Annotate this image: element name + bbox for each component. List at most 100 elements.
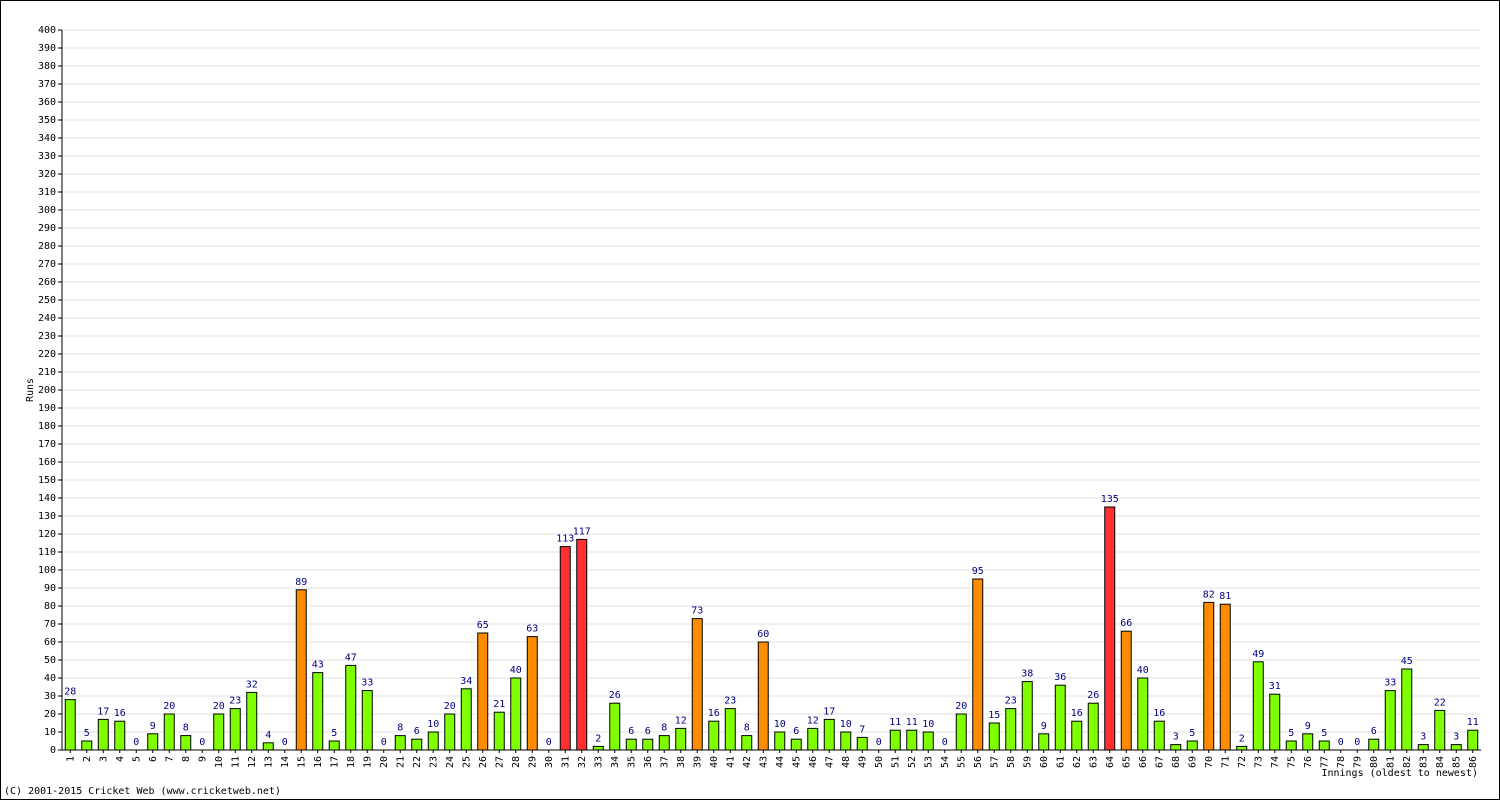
x-tick-label: 5 bbox=[131, 756, 142, 762]
x-tick-label: 41 bbox=[725, 756, 736, 768]
x-tick-label: 60 bbox=[1039, 756, 1050, 768]
y-tick-label: 10 bbox=[44, 727, 56, 738]
bar bbox=[724, 708, 736, 751]
x-tick-label: 77 bbox=[1319, 756, 1330, 768]
bar bbox=[906, 729, 918, 751]
bar bbox=[64, 699, 76, 751]
value-label: 20 bbox=[444, 701, 456, 712]
bar bbox=[1137, 677, 1149, 751]
value-label: 3 bbox=[1173, 732, 1179, 743]
value-label: 12 bbox=[807, 715, 819, 726]
y-tick-label: 280 bbox=[38, 241, 56, 252]
bar bbox=[295, 589, 307, 751]
x-tick-label: 25 bbox=[461, 756, 472, 768]
value-label: 10 bbox=[774, 719, 786, 730]
y-tick-label: 70 bbox=[44, 619, 56, 630]
y-tick-label: 40 bbox=[44, 673, 56, 684]
y-tick-label: 120 bbox=[38, 529, 56, 540]
x-tick-label: 20 bbox=[379, 756, 390, 768]
bar bbox=[526, 636, 538, 751]
value-label: 10 bbox=[922, 719, 934, 730]
bar bbox=[1269, 693, 1281, 751]
x-tick-label: 35 bbox=[626, 756, 637, 768]
value-label: 20 bbox=[955, 701, 967, 712]
bar bbox=[708, 720, 720, 751]
bar bbox=[1252, 661, 1264, 751]
value-label: 11 bbox=[889, 717, 901, 728]
y-tick-label: 400 bbox=[38, 25, 56, 36]
y-tick-label: 100 bbox=[38, 565, 56, 576]
x-tick-label: 54 bbox=[940, 756, 951, 768]
bar bbox=[411, 738, 423, 751]
bar bbox=[823, 718, 835, 751]
bar bbox=[180, 735, 192, 751]
x-tick-label: 8 bbox=[181, 756, 192, 762]
x-tick-label: 11 bbox=[230, 756, 241, 768]
bar bbox=[97, 718, 109, 751]
x-tick-label: 76 bbox=[1303, 756, 1314, 768]
value-label: 113 bbox=[556, 534, 574, 545]
value-label: 6 bbox=[645, 726, 651, 737]
value-label: 5 bbox=[1189, 728, 1195, 739]
y-tick-label: 90 bbox=[44, 583, 56, 594]
x-tick-label: 14 bbox=[280, 756, 291, 768]
bar bbox=[642, 738, 654, 751]
value-label: 32 bbox=[246, 679, 258, 690]
value-label: 95 bbox=[972, 566, 984, 577]
bar bbox=[1368, 738, 1380, 751]
y-tick-label: 190 bbox=[38, 403, 56, 414]
value-label: 6 bbox=[414, 726, 420, 737]
x-tick-label: 80 bbox=[1369, 756, 1380, 768]
value-label: 8 bbox=[744, 723, 750, 734]
x-tick-label: 85 bbox=[1451, 756, 1462, 768]
bar bbox=[1417, 744, 1429, 751]
y-tick-label: 390 bbox=[38, 43, 56, 54]
x-tick-label: 22 bbox=[412, 756, 423, 768]
x-tick-label: 43 bbox=[758, 756, 769, 768]
bar bbox=[1021, 681, 1033, 751]
value-label: 23 bbox=[724, 696, 736, 707]
value-label: 34 bbox=[460, 676, 472, 687]
bar bbox=[955, 713, 967, 751]
x-axis-title: Innings (oldest to newest) bbox=[1321, 768, 1478, 779]
x-tick-label: 72 bbox=[1237, 756, 1248, 768]
bar bbox=[1071, 720, 1083, 751]
bar bbox=[922, 731, 934, 751]
x-tick-label: 56 bbox=[973, 756, 984, 768]
value-label: 22 bbox=[1434, 697, 1446, 708]
bar bbox=[1038, 733, 1050, 751]
value-label: 3 bbox=[1453, 732, 1459, 743]
x-tick-label: 44 bbox=[775, 756, 786, 768]
value-label: 16 bbox=[114, 708, 126, 719]
value-label: 82 bbox=[1203, 589, 1215, 600]
bar bbox=[774, 731, 786, 751]
bar bbox=[427, 731, 439, 751]
x-tick-label: 31 bbox=[560, 756, 571, 768]
value-label: 26 bbox=[609, 690, 621, 701]
x-tick-label: 13 bbox=[263, 756, 274, 768]
x-tick-label: 34 bbox=[610, 756, 621, 768]
x-tick-label: 28 bbox=[511, 756, 522, 768]
value-label: 60 bbox=[757, 629, 769, 640]
value-label: 9 bbox=[150, 721, 156, 732]
bar bbox=[658, 735, 670, 751]
y-tick-label: 210 bbox=[38, 367, 56, 378]
value-label: 28 bbox=[64, 687, 76, 698]
bar bbox=[1170, 744, 1182, 751]
bar bbox=[625, 738, 637, 751]
bar bbox=[114, 720, 126, 751]
bar bbox=[1203, 601, 1215, 751]
value-label: 17 bbox=[97, 706, 109, 717]
bar bbox=[460, 688, 472, 751]
bar bbox=[1318, 740, 1330, 751]
x-tick-label: 67 bbox=[1154, 756, 1165, 768]
value-label: 0 bbox=[282, 737, 288, 748]
x-tick-label: 69 bbox=[1187, 756, 1198, 768]
value-label: 6 bbox=[628, 726, 634, 737]
x-tick-label: 1 bbox=[65, 756, 76, 762]
bar bbox=[988, 722, 1000, 751]
x-tick-label: 58 bbox=[1006, 756, 1017, 768]
bar bbox=[262, 742, 274, 751]
x-tick-label: 49 bbox=[857, 756, 868, 768]
